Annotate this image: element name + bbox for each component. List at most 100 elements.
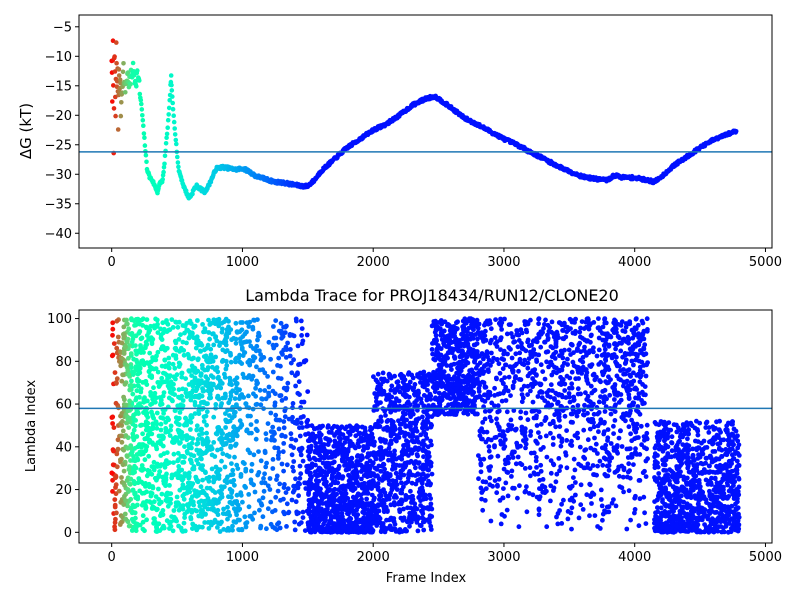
lambda-point <box>237 418 243 424</box>
lambda-point <box>125 408 131 414</box>
lambda-point <box>164 499 170 504</box>
lambda-point <box>211 317 217 323</box>
lambda-point <box>163 477 169 483</box>
lambda-point <box>309 515 314 521</box>
lambda-point <box>311 455 317 461</box>
lambda-point <box>298 405 304 410</box>
lambda-point <box>174 518 180 524</box>
lambda-point <box>187 318 193 324</box>
lambda-point <box>122 511 128 517</box>
lambda-point <box>155 349 161 355</box>
lambda-point <box>144 317 150 322</box>
lambda-point <box>250 406 256 412</box>
lambda-point <box>136 378 142 384</box>
lambda-point <box>428 438 433 444</box>
lambda-point <box>405 505 410 511</box>
lambda-point <box>255 337 260 343</box>
lambda-point <box>356 431 362 437</box>
lambda-point <box>149 409 154 415</box>
delta-g-y-axis-label: ΔG (kT) <box>17 103 35 159</box>
lambda-point <box>405 431 411 437</box>
lambda-point <box>396 398 402 404</box>
lambda-point <box>161 411 167 416</box>
delta-g-point <box>170 106 176 112</box>
lambda-point <box>144 436 150 441</box>
lambda-point <box>252 489 258 495</box>
lambda-point <box>182 511 188 517</box>
lambda-point <box>235 517 241 523</box>
lambda-point <box>126 523 132 529</box>
lambda-point <box>132 491 138 497</box>
lambda-point <box>223 339 229 345</box>
lambda-point <box>130 414 136 420</box>
lambda-point <box>119 340 125 346</box>
lambda-point <box>215 447 220 453</box>
lambda-point <box>174 494 180 500</box>
lambda-point <box>268 410 274 416</box>
lambda-point <box>231 424 237 430</box>
lambda-point <box>287 353 293 359</box>
lambda-point <box>403 480 409 486</box>
lambda-point <box>233 431 239 437</box>
lambda-point <box>291 459 297 464</box>
lambda-point <box>374 399 379 404</box>
lambda-point <box>232 443 238 448</box>
lambda-point <box>204 401 209 407</box>
lambda-point <box>114 376 120 382</box>
lambda-point <box>228 350 233 356</box>
delta-g-point <box>164 131 170 137</box>
lambda-point <box>242 461 247 466</box>
lambda-point <box>130 458 136 463</box>
lambda-point <box>243 524 249 530</box>
lambda-point <box>179 467 185 473</box>
lambda-point <box>228 379 233 385</box>
lambda-point <box>279 461 285 467</box>
lambda-point <box>277 481 283 487</box>
lambda-point <box>412 382 418 387</box>
lambda-point <box>376 515 382 521</box>
lambda-point <box>283 396 289 401</box>
lambda-point <box>373 455 378 460</box>
lambda-point <box>332 453 338 459</box>
lambda-point <box>296 493 301 499</box>
lambda-point <box>345 466 351 472</box>
lambda-point <box>379 524 385 530</box>
lambda-point <box>109 470 115 476</box>
lambda-point <box>318 472 324 477</box>
lambda-point <box>290 401 296 406</box>
lambda-point <box>293 383 298 389</box>
lambda-point <box>347 440 352 445</box>
lambda-point <box>247 361 253 367</box>
lambda-point <box>276 426 282 432</box>
lambda-point <box>131 479 137 484</box>
lambda-point <box>415 388 421 394</box>
lambda-point <box>429 471 435 477</box>
lambda-point <box>161 326 167 332</box>
lambda-point <box>177 349 183 354</box>
lambda-point <box>202 520 208 525</box>
lambda-point <box>327 438 333 444</box>
lambda-point <box>168 491 174 496</box>
lambda-point <box>140 526 146 532</box>
lambda-point <box>387 523 393 529</box>
lambda-point <box>415 528 421 534</box>
lambda-point <box>316 465 322 471</box>
lambda-point <box>409 480 415 486</box>
lambda-point <box>388 438 394 444</box>
lambda-point <box>158 400 164 406</box>
lambda-point <box>422 442 427 448</box>
lambda-point <box>129 528 135 533</box>
lambda-point <box>196 378 202 384</box>
lambda-point <box>130 391 136 397</box>
lambda-point <box>127 398 132 404</box>
lambda-point <box>140 513 146 519</box>
lambda-point <box>332 525 337 531</box>
lambda-point <box>474 341 480 346</box>
lambda-point <box>340 453 345 458</box>
lambda-point <box>169 317 175 322</box>
lambda-point <box>409 408 415 414</box>
lambda-point <box>194 423 200 429</box>
lambda-point <box>186 418 192 424</box>
lambda-point <box>232 409 238 415</box>
lambda-point <box>258 458 264 464</box>
